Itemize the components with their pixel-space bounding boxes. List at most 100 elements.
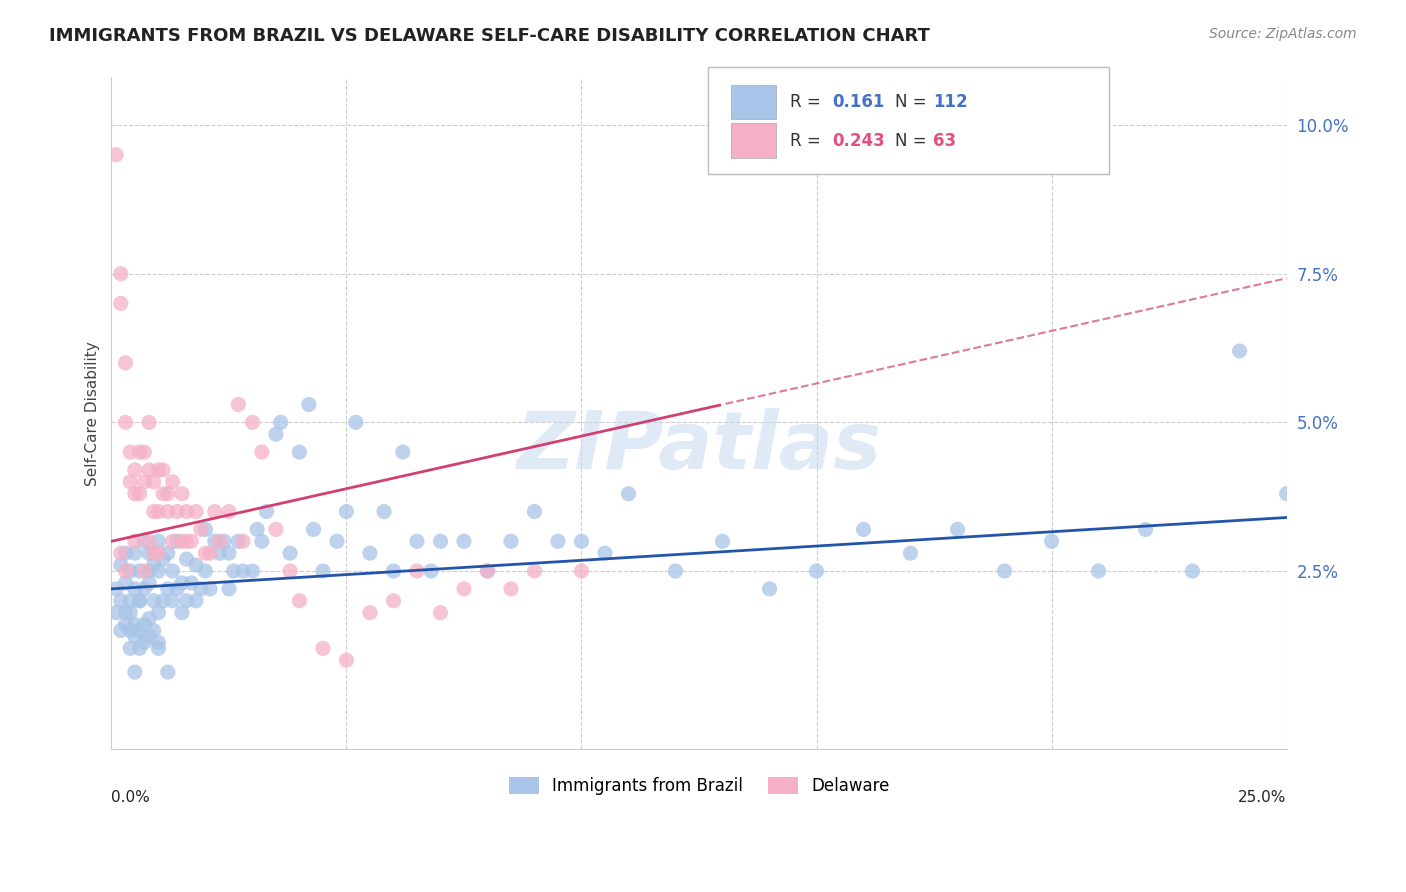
Point	[162, 593, 184, 607]
Point	[198, 582, 221, 596]
Point	[176, 504, 198, 518]
Text: 0.243: 0.243	[832, 132, 884, 150]
Point	[453, 534, 475, 549]
Point	[429, 606, 451, 620]
Point	[170, 486, 193, 500]
Text: R =: R =	[790, 132, 825, 150]
Point	[152, 552, 174, 566]
Point	[198, 546, 221, 560]
Point	[232, 564, 254, 578]
Point	[246, 522, 269, 536]
Point	[120, 593, 142, 607]
Point	[312, 641, 335, 656]
Point	[288, 445, 311, 459]
Point	[134, 534, 156, 549]
Point	[124, 546, 146, 560]
Point	[138, 575, 160, 590]
Point	[900, 546, 922, 560]
Point	[148, 635, 170, 649]
Point	[134, 475, 156, 489]
Point	[152, 593, 174, 607]
Point	[124, 582, 146, 596]
Point	[359, 546, 381, 560]
Point	[242, 415, 264, 429]
Point	[138, 415, 160, 429]
Point	[382, 593, 405, 607]
Text: 112: 112	[934, 93, 969, 111]
Point	[406, 534, 429, 549]
Point	[156, 486, 179, 500]
Point	[138, 534, 160, 549]
Point	[194, 522, 217, 536]
Point	[250, 534, 273, 549]
Point	[302, 522, 325, 536]
Point	[270, 415, 292, 429]
Point	[156, 546, 179, 560]
Point	[134, 564, 156, 578]
Point	[758, 582, 780, 596]
Point	[128, 624, 150, 638]
Point	[406, 564, 429, 578]
Point	[288, 593, 311, 607]
Point	[114, 356, 136, 370]
Point	[148, 546, 170, 560]
Point	[134, 635, 156, 649]
Point	[114, 546, 136, 560]
Point	[152, 486, 174, 500]
Point	[142, 546, 165, 560]
Point	[156, 582, 179, 596]
Point	[429, 534, 451, 549]
Point	[120, 445, 142, 459]
Point	[110, 296, 132, 310]
Point	[166, 582, 188, 596]
Point	[114, 617, 136, 632]
Point	[571, 534, 593, 549]
Point	[184, 504, 207, 518]
Point	[124, 629, 146, 643]
Text: 63: 63	[934, 132, 956, 150]
Point	[166, 534, 188, 549]
Point	[298, 397, 321, 411]
Text: R =: R =	[790, 93, 825, 111]
Point	[523, 564, 546, 578]
Text: IMMIGRANTS FROM BRAZIL VS DELAWARE SELF-CARE DISABILITY CORRELATION CHART: IMMIGRANTS FROM BRAZIL VS DELAWARE SELF-…	[49, 27, 931, 45]
Point	[170, 606, 193, 620]
Point	[128, 593, 150, 607]
Point	[166, 504, 188, 518]
Point	[120, 641, 142, 656]
Y-axis label: Self-Care Disability: Self-Care Disability	[86, 341, 100, 486]
Point	[1181, 564, 1204, 578]
Point	[156, 665, 179, 679]
Point	[392, 445, 415, 459]
Point	[114, 606, 136, 620]
Point	[114, 415, 136, 429]
Point	[134, 445, 156, 459]
Point	[138, 546, 160, 560]
Text: 0.0%: 0.0%	[111, 789, 150, 805]
Point	[162, 534, 184, 549]
Point	[124, 486, 146, 500]
Point	[208, 534, 231, 549]
Point	[180, 575, 202, 590]
Point	[152, 463, 174, 477]
Point	[523, 504, 546, 518]
Point	[1275, 486, 1298, 500]
Point	[134, 582, 156, 596]
Point	[134, 617, 156, 632]
Text: Source: ZipAtlas.com: Source: ZipAtlas.com	[1209, 27, 1357, 41]
Point	[250, 445, 273, 459]
Point	[128, 593, 150, 607]
Point	[110, 593, 132, 607]
Point	[232, 534, 254, 549]
Point	[477, 564, 499, 578]
Legend: Immigrants from Brazil, Delaware: Immigrants from Brazil, Delaware	[502, 770, 896, 802]
Point	[312, 564, 335, 578]
Point	[138, 564, 160, 578]
Text: N =: N =	[896, 93, 932, 111]
Point	[218, 582, 240, 596]
Point	[218, 546, 240, 560]
Point	[142, 475, 165, 489]
Point	[176, 552, 198, 566]
Point	[420, 564, 443, 578]
Point	[105, 582, 128, 596]
